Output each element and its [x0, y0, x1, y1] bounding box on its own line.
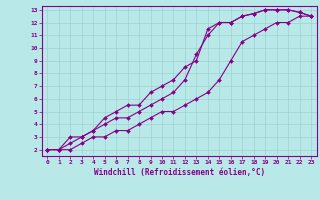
X-axis label: Windchill (Refroidissement éolien,°C): Windchill (Refroidissement éolien,°C) [94, 168, 265, 177]
